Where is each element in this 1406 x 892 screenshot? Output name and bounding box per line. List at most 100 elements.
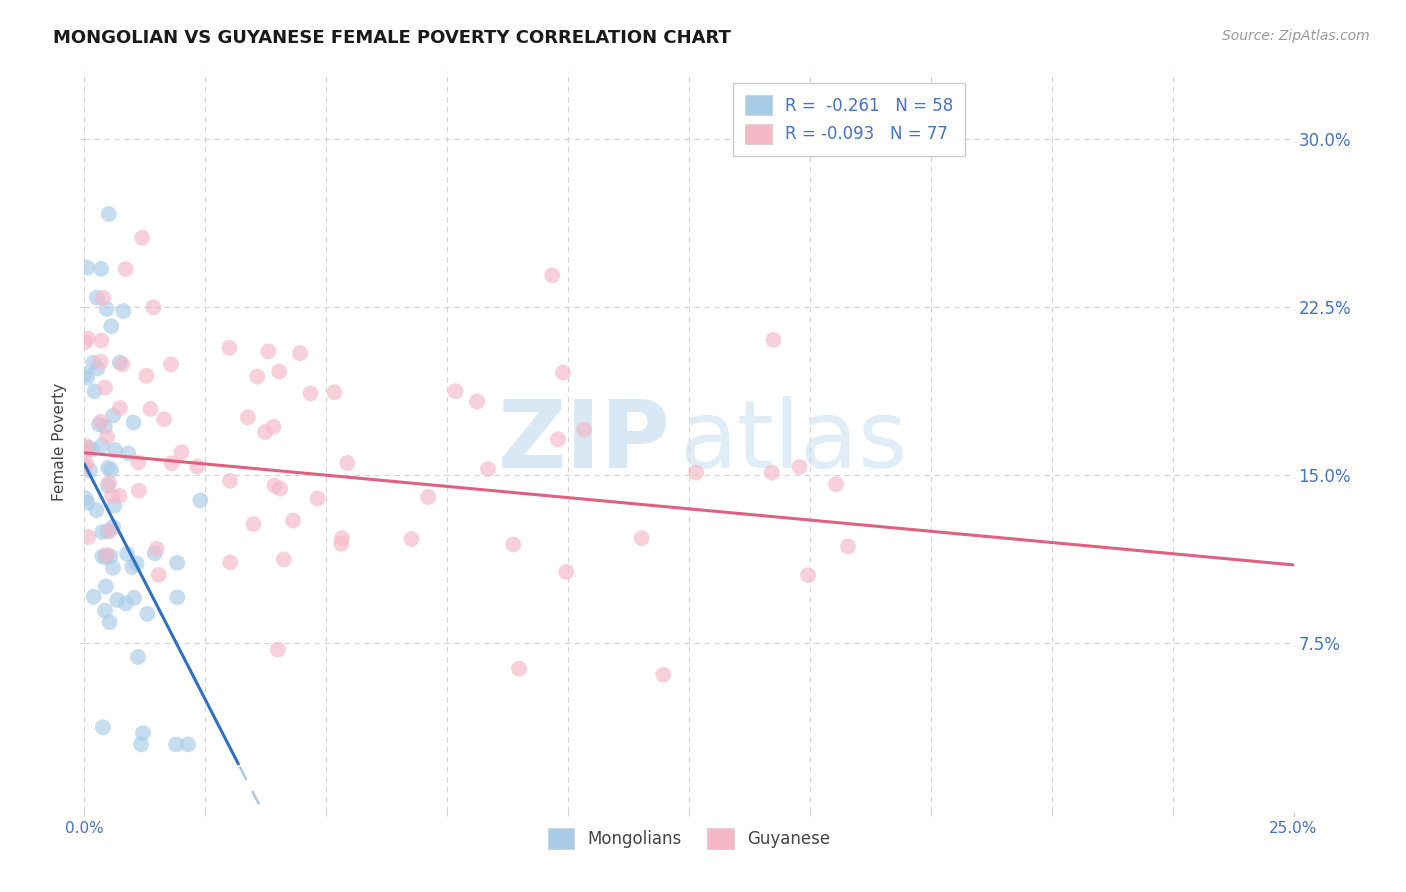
Point: [121, 560, 143, 574]
Point: [128, 483, 150, 498]
Point: [94, 419, 117, 434]
Point: [761, 466, 783, 480]
Point: [269, 482, 291, 496]
Point: [117, 446, 139, 460]
Point: [83, 590, 105, 604]
Point: [166, 556, 188, 570]
Point: [465, 394, 488, 409]
Point: [555, 565, 578, 579]
Point: [73, 459, 96, 474]
Point: [789, 459, 811, 474]
Point: [418, 490, 440, 504]
Point: [170, 445, 193, 459]
Point: [125, 557, 148, 571]
Point: [94, 550, 117, 565]
Point: [288, 346, 311, 360]
Point: [127, 650, 149, 665]
Point: [541, 268, 564, 283]
Point: [73, 443, 96, 458]
Point: [143, 546, 166, 560]
Point: [136, 607, 159, 621]
Point: [108, 401, 131, 415]
Point: [242, 517, 264, 532]
Point: [160, 357, 183, 371]
Point: [103, 499, 125, 513]
Point: [477, 462, 499, 476]
Text: Source: ZipAtlas.com: Source: ZipAtlas.com: [1222, 29, 1369, 43]
Point: [75, 439, 97, 453]
Point: [160, 456, 183, 470]
Point: [323, 385, 346, 400]
Point: [90, 415, 112, 429]
Point: [165, 738, 187, 752]
Point: [96, 548, 118, 562]
Point: [76, 370, 98, 384]
Point: [91, 549, 114, 564]
Point: [76, 260, 98, 275]
Point: [79, 463, 101, 477]
Point: [132, 726, 155, 740]
Point: [825, 477, 848, 491]
Point: [114, 596, 136, 610]
Point: [91, 525, 114, 540]
Point: [101, 561, 124, 575]
Point: [122, 416, 145, 430]
Point: [135, 368, 157, 383]
Point: [267, 642, 290, 657]
Point: [257, 344, 280, 359]
Point: [105, 593, 128, 607]
Point: [685, 466, 707, 480]
Point: [108, 489, 131, 503]
Point: [101, 489, 124, 503]
Point: [90, 261, 112, 276]
Point: [114, 262, 136, 277]
Point: [86, 503, 108, 517]
Point: [762, 333, 785, 347]
Point: [246, 369, 269, 384]
Point: [122, 591, 145, 605]
Point: [273, 552, 295, 566]
Point: [148, 567, 170, 582]
Point: [100, 319, 122, 334]
Point: [508, 662, 530, 676]
Point: [401, 532, 423, 546]
Point: [73, 334, 96, 349]
Legend: Mongolians, Guyanese: Mongolians, Guyanese: [541, 822, 837, 855]
Point: [112, 304, 135, 318]
Point: [219, 474, 242, 488]
Point: [100, 463, 122, 477]
Point: [219, 555, 242, 569]
Point: [100, 549, 122, 564]
Point: [90, 334, 112, 348]
Point: [94, 380, 117, 394]
Point: [330, 537, 353, 551]
Point: [139, 401, 162, 416]
Text: ZIP: ZIP: [498, 395, 671, 488]
Point: [166, 591, 188, 605]
Point: [77, 441, 100, 455]
Point: [307, 491, 329, 506]
Point: [86, 291, 108, 305]
Point: [97, 461, 120, 475]
Point: [837, 540, 859, 554]
Point: [98, 475, 121, 490]
Point: [263, 478, 285, 492]
Point: [630, 531, 652, 545]
Point: [269, 364, 291, 378]
Point: [83, 384, 105, 399]
Point: [97, 524, 120, 539]
Point: [98, 615, 121, 629]
Point: [502, 537, 524, 551]
Point: [218, 341, 240, 355]
Point: [115, 547, 138, 561]
Point: [127, 455, 149, 469]
Point: [142, 301, 165, 315]
Point: [101, 409, 124, 423]
Point: [186, 459, 208, 474]
Point: [76, 332, 98, 346]
Point: [82, 356, 104, 370]
Point: [262, 420, 284, 434]
Point: [76, 496, 98, 510]
Point: [90, 354, 112, 368]
Point: [330, 531, 353, 545]
